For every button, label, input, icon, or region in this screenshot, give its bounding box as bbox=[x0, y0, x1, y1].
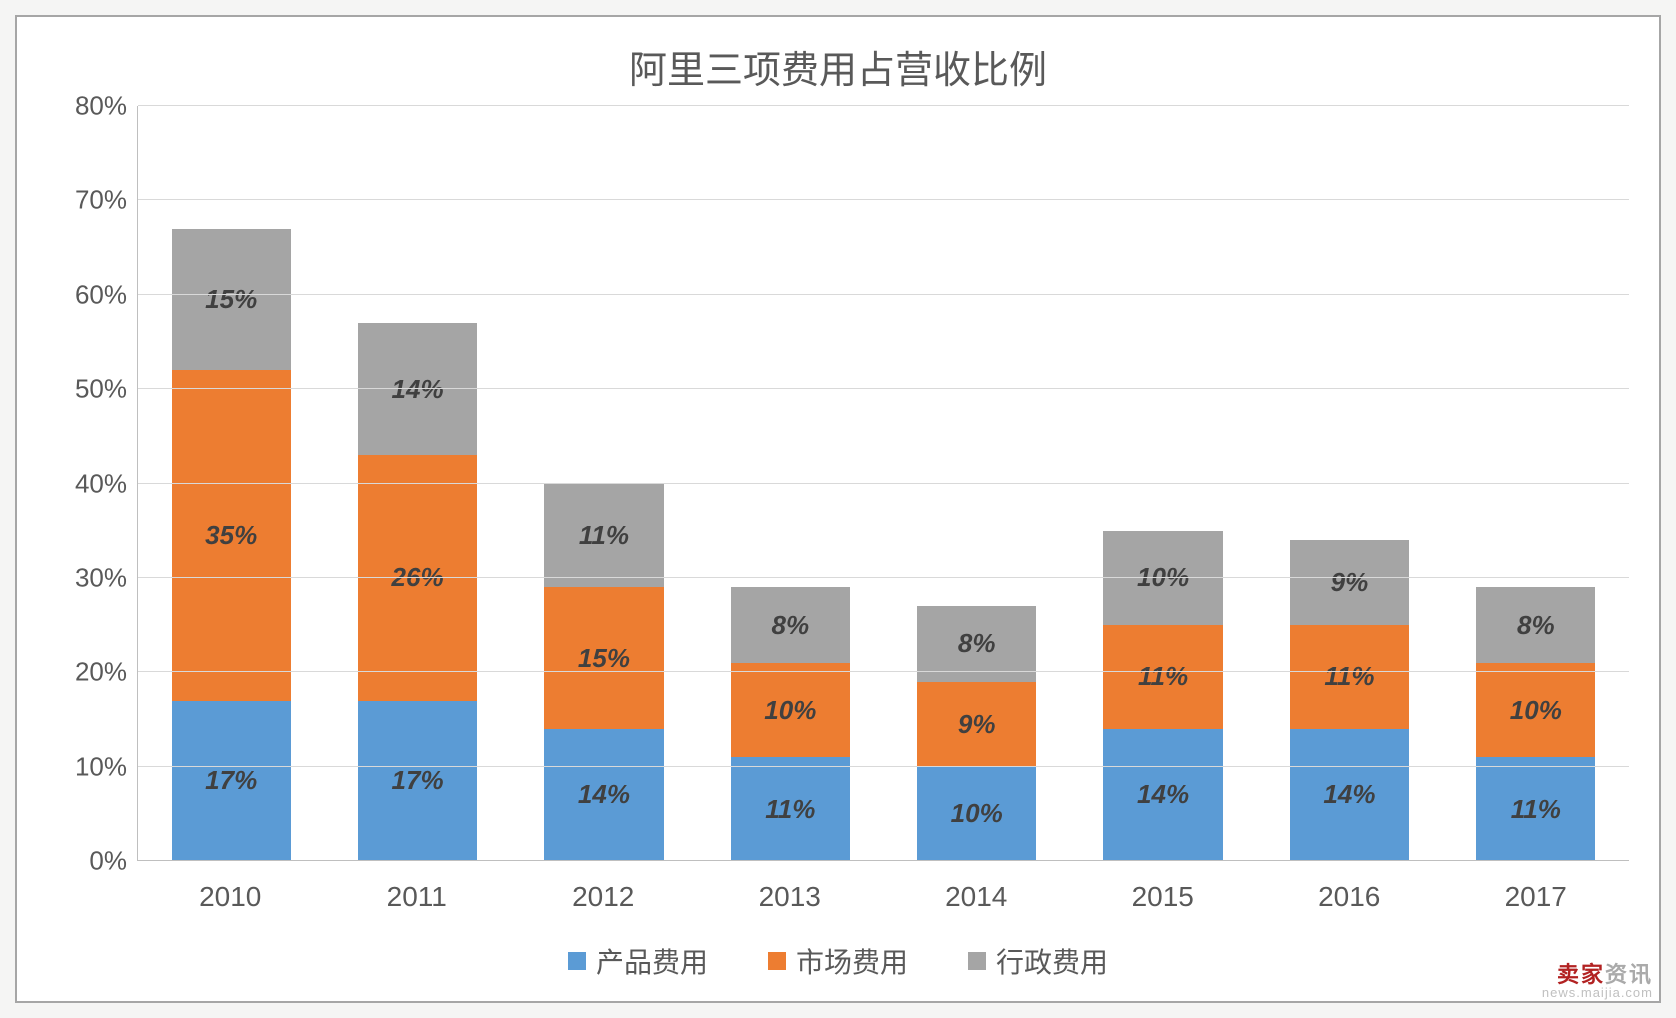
bar-group: 8%10%11% bbox=[1443, 106, 1629, 861]
stacked-bar: 14%26%17% bbox=[358, 106, 477, 861]
bar-segment-admin: 8% bbox=[1476, 587, 1595, 663]
watermark-gray: 资讯 bbox=[1605, 962, 1653, 987]
x-tick-label: 2011 bbox=[324, 871, 511, 931]
legend-swatch bbox=[768, 952, 786, 970]
bar-segment-market: 15% bbox=[544, 587, 663, 729]
grid-line bbox=[138, 199, 1629, 200]
x-ticks-row: 20102011201220132014201520162017 bbox=[137, 871, 1629, 931]
y-tick-label: 50% bbox=[75, 374, 127, 405]
watermark: 卖家资讯 news.maijia.com bbox=[1542, 964, 1653, 999]
bar-segment-market: 10% bbox=[731, 663, 850, 757]
y-tick-label: 70% bbox=[75, 185, 127, 216]
stacked-bar: 10%11%14% bbox=[1103, 106, 1222, 861]
bar-segment-admin: 10% bbox=[1103, 531, 1222, 625]
bar-segment-admin: 9% bbox=[1290, 540, 1409, 625]
legend: 产品费用 市场费用 行政费用 bbox=[17, 931, 1659, 1001]
plot-area: 15%35%17%14%26%17%11%15%14%8%10%11%8%9%1… bbox=[137, 106, 1629, 861]
bar-segment-product: 17% bbox=[358, 701, 477, 861]
stacked-bar: 8%9%10% bbox=[917, 106, 1036, 861]
x-tick-label: 2010 bbox=[137, 871, 324, 931]
bar-segment-admin: 11% bbox=[544, 484, 663, 588]
legend-item: 行政费用 bbox=[968, 941, 1108, 981]
stacked-bar: 8%10%11% bbox=[1476, 106, 1595, 861]
bar-segment-market: 9% bbox=[917, 682, 1036, 767]
y-tick-label: 40% bbox=[75, 468, 127, 499]
legend-label: 行政费用 bbox=[996, 941, 1108, 981]
x-tick-label: 2016 bbox=[1256, 871, 1443, 931]
bar-group: 14%26%17% bbox=[324, 106, 510, 861]
x-tick-label: 2015 bbox=[1070, 871, 1257, 931]
bar-segment-market: 11% bbox=[1290, 625, 1409, 729]
stacked-bar: 8%10%11% bbox=[731, 106, 850, 861]
grid-line bbox=[138, 671, 1629, 672]
plot-wrap: 0%10%20%30%40%50%60%70%80% 15%35%17%14%2… bbox=[17, 106, 1659, 871]
bar-group: 10%11%14% bbox=[1070, 106, 1256, 861]
legend-swatch bbox=[568, 952, 586, 970]
bar-group: 15%35%17% bbox=[138, 106, 324, 861]
legend-label: 产品费用 bbox=[596, 941, 708, 981]
grid-line bbox=[138, 105, 1629, 106]
grid-line bbox=[138, 294, 1629, 295]
chart-title: 阿里三项费用占营收比例 bbox=[17, 17, 1659, 106]
stacked-bar: 9%11%14% bbox=[1290, 106, 1409, 861]
y-axis: 0%10%20%30%40%50%60%70%80% bbox=[47, 106, 137, 861]
bar-group: 8%9%10% bbox=[884, 106, 1070, 861]
grid-line bbox=[138, 483, 1629, 484]
bar-group: 8%10%11% bbox=[697, 106, 883, 861]
bar-segment-product: 11% bbox=[731, 757, 850, 861]
bar-segment-market: 26% bbox=[358, 455, 477, 700]
grid-line bbox=[138, 766, 1629, 767]
grid-line bbox=[138, 577, 1629, 578]
legend-item: 产品费用 bbox=[568, 941, 708, 981]
x-tick-label: 2013 bbox=[697, 871, 884, 931]
watermark-red: 卖家 bbox=[1557, 962, 1605, 987]
stacked-bar: 15%35%17% bbox=[172, 106, 291, 861]
bar-segment-product: 14% bbox=[1103, 729, 1222, 861]
bar-segment-product: 10% bbox=[917, 767, 1036, 861]
bar-group: 9%11%14% bbox=[1256, 106, 1442, 861]
grid-line bbox=[138, 388, 1629, 389]
bar-segment-admin: 15% bbox=[172, 229, 291, 371]
bar-group: 11%15%14% bbox=[511, 106, 697, 861]
chart-frame: 阿里三项费用占营收比例 0% 10% 20% 30% 40% 50% 60% 70% 80% 1… bbox=[15, 15, 1661, 1003]
bar-segment-market: 10% bbox=[1476, 663, 1595, 757]
y-tick-label: 10% bbox=[75, 751, 127, 782]
y-tick-label: 20% bbox=[75, 657, 127, 688]
legend-label: 市场费用 bbox=[796, 941, 908, 981]
bar-segment-admin: 14% bbox=[358, 323, 477, 455]
stacked-bar: 11%15%14% bbox=[544, 106, 663, 861]
bar-segment-product: 17% bbox=[172, 701, 291, 861]
watermark-brand: 卖家资讯 bbox=[1542, 964, 1653, 986]
legend-item: 市场费用 bbox=[768, 941, 908, 981]
y-tick-label: 60% bbox=[75, 279, 127, 310]
bar-segment-product: 14% bbox=[1290, 729, 1409, 861]
y-tick-label: 0% bbox=[89, 846, 127, 877]
x-axis: 20102011201220132014201520162017 bbox=[17, 871, 1659, 931]
y-tick-label: 80% bbox=[75, 91, 127, 122]
bar-segment-product: 11% bbox=[1476, 757, 1595, 861]
bar-segment-admin: 8% bbox=[731, 587, 850, 663]
legend-swatch bbox=[968, 952, 986, 970]
x-tick-label: 2012 bbox=[510, 871, 697, 931]
bar-segment-market: 11% bbox=[1103, 625, 1222, 729]
watermark-url: news.maijia.com bbox=[1542, 986, 1653, 999]
y-tick-label: 30% bbox=[75, 562, 127, 593]
x-tick-label: 2017 bbox=[1443, 871, 1630, 931]
x-tick-label: 2014 bbox=[883, 871, 1070, 931]
bars-row: 15%35%17%14%26%17%11%15%14%8%10%11%8%9%1… bbox=[138, 106, 1629, 861]
grid-line bbox=[138, 860, 1629, 861]
bar-segment-product: 14% bbox=[544, 729, 663, 861]
bar-segment-market: 35% bbox=[172, 370, 291, 700]
